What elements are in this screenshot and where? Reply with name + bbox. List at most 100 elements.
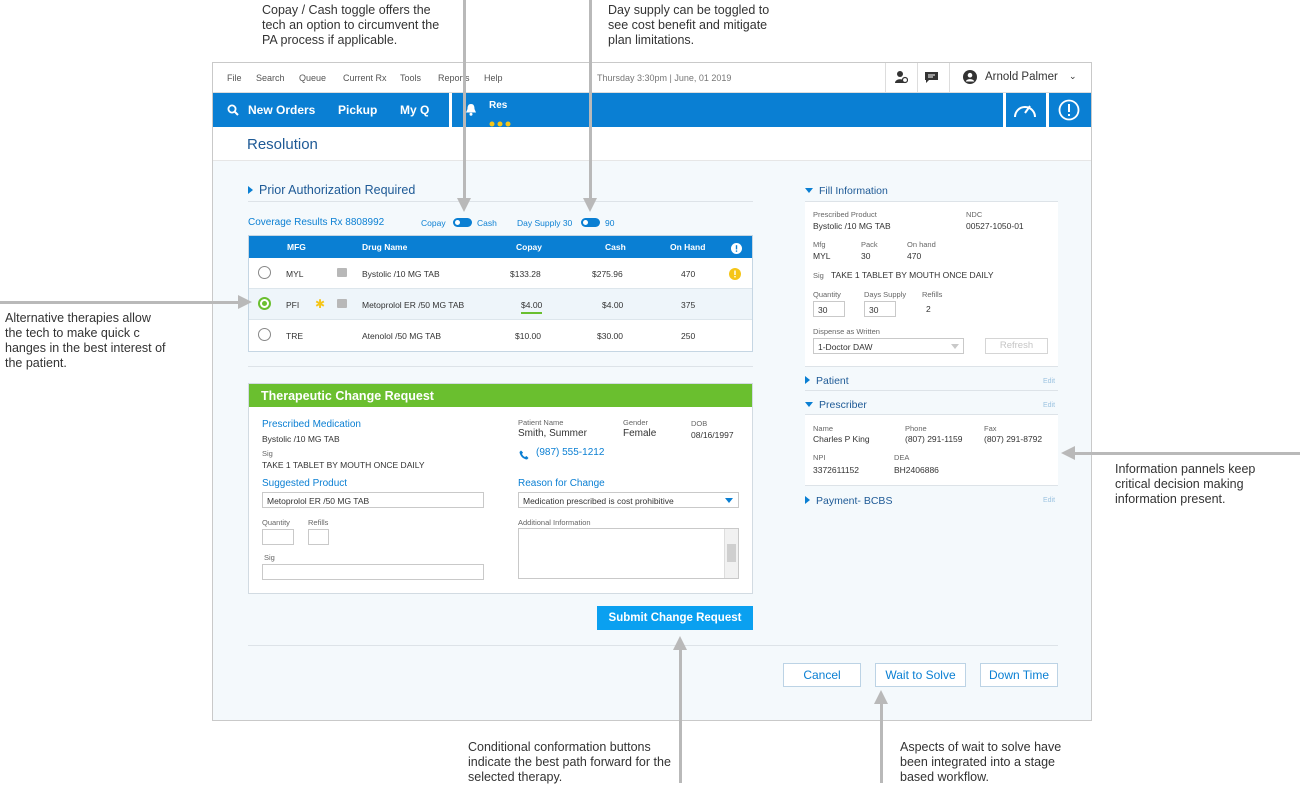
submit-change-request-button[interactable]: Submit Change Request <box>597 606 753 630</box>
app-window: File Search Queue Current Rx Tools Repor… <box>212 62 1092 721</box>
col-on-hand: On Hand <box>670 242 706 252</box>
wait-to-solve-button[interactable]: Wait to Solve <box>875 663 966 687</box>
col-copay: Copay <box>516 242 542 252</box>
textarea-scrollbar[interactable] <box>724 529 738 578</box>
scrollbar-thumb[interactable] <box>727 544 736 562</box>
down-time-button[interactable]: Down Time <box>980 663 1058 687</box>
bell-icon[interactable] <box>465 103 477 121</box>
refills-input[interactable] <box>308 529 329 545</box>
phone-icon[interactable] <box>519 447 529 465</box>
refills-label: Refills <box>308 518 329 527</box>
prior-auth-header[interactable]: Prior Authorization Required <box>248 183 415 197</box>
copay-cash-toggle[interactable] <box>453 218 472 227</box>
coverage-results: Coverage Results Rx 8808992 <box>248 217 385 228</box>
dea-value: BH2406886 <box>894 465 939 475</box>
patient-phone[interactable]: (987) 555-1212 <box>536 447 605 458</box>
image-icon[interactable] <box>337 299 347 308</box>
quantity-input[interactable]: 30 <box>813 301 845 317</box>
nav-res[interactable]: Res <box>489 100 508 111</box>
coverage-table: MFG Drug Name Copay Cash On Hand MYL Bys… <box>248 235 753 352</box>
preferred-star-icon: ✱ <box>315 297 326 311</box>
row-on-hand: 250 <box>681 331 696 341</box>
select-radio-selected[interactable] <box>258 297 271 310</box>
row-copay: $10.00 <box>515 331 541 341</box>
search-icon[interactable] <box>227 103 239 121</box>
user-avatar-icon[interactable] <box>963 70 977 89</box>
menu-current-rx[interactable]: Current Rx <box>343 73 387 83</box>
table-row[interactable]: TRE Atenolol /50 MG TAB $10.00 $30.00 25… <box>249 320 752 351</box>
dropdown-arrow-icon[interactable] <box>725 498 733 503</box>
sig-value: TAKE 1 TABLET BY MOUTH ONCE DAILY <box>831 270 994 280</box>
row-drug-name: Metoprolol ER /50 MG TAB <box>362 300 465 310</box>
chevron-down-icon[interactable]: ⌄ <box>1069 71 1077 81</box>
tcr-header: Therapeutic Change Request <box>249 384 752 407</box>
day-supply-toggle[interactable] <box>581 218 600 227</box>
annotation-arrow-line <box>589 0 592 200</box>
prescriber-edit-link[interactable]: Edit <box>1043 402 1056 409</box>
arrow-up-icon <box>673 636 687 650</box>
menu-reports[interactable]: Reports <box>438 73 470 83</box>
conditional-annotation: Conditional conformation buttons indicat… <box>468 740 671 784</box>
prescriber-phone-label: Phone <box>905 424 927 433</box>
dashboard-gauge-icon[interactable] <box>1012 98 1038 127</box>
arrow-left-icon <box>1061 446 1075 460</box>
nav-new-orders[interactable]: New Orders <box>248 103 316 117</box>
gender-value: Female <box>623 428 657 439</box>
cancel-button[interactable]: Cancel <box>783 663 861 687</box>
quantity-label: Quantity <box>813 290 841 299</box>
prescriber-fax-label: Fax <box>984 424 997 433</box>
payment-edit-link[interactable]: Edit <box>1043 497 1056 504</box>
table-row[interactable]: PFI ✱ Metoprolol ER /50 MG TAB $4.00 $4.… <box>249 289 752 320</box>
sig-input[interactable] <box>262 564 484 580</box>
nav-bar: New Orders Pickup My Q Res <box>213 93 1091 127</box>
warning-icon[interactable] <box>729 267 741 285</box>
table-header: MFG Drug Name Copay Cash On Hand <box>249 236 752 258</box>
annotation-arrow-line <box>679 649 682 783</box>
user-settings-icon[interactable] <box>894 70 909 89</box>
prior-auth-title: Prior Authorization Required <box>259 183 416 197</box>
table-row[interactable]: MYL Bystolic /10 MG TAB $133.28 $275.96 … <box>249 258 752 289</box>
day-supply-alt-label: 90 <box>605 218 615 228</box>
row-cash: $275.96 <box>592 269 623 279</box>
fill-info-header[interactable]: Fill Information <box>805 185 888 197</box>
messages-icon[interactable] <box>924 71 939 89</box>
res-status-dots <box>489 114 513 132</box>
nav-pickup[interactable]: Pickup <box>338 103 378 117</box>
reason-select[interactable]: Medication prescribed is cost prohibitiv… <box>518 492 739 508</box>
daw-select[interactable]: 1-Doctor DAW <box>813 338 964 354</box>
menu-search[interactable]: Search <box>256 73 285 83</box>
menu-tools[interactable]: Tools <box>400 73 422 83</box>
days-supply-input[interactable]: 30 <box>864 301 896 317</box>
row-copay: $133.28 <box>510 269 541 279</box>
divider <box>805 366 1058 367</box>
menu-bar: File Search Queue Current Rx Tools Repor… <box>213 63 1091 93</box>
select-radio[interactable] <box>258 266 271 279</box>
user-name[interactable]: Arnold Palmer <box>985 71 1058 83</box>
sig-value: TAKE 1 TABLET BY MOUTH ONCE DAILY <box>262 460 425 470</box>
pack-value: 30 <box>861 251 871 261</box>
prescribed-medication-label: Prescribed Medication <box>262 419 361 430</box>
prescriber-panel-header[interactable]: Prescriber <box>805 399 867 411</box>
patient-panel-header[interactable]: Patient <box>805 375 849 387</box>
patient-edit-link[interactable]: Edit <box>1043 378 1056 385</box>
image-icon[interactable] <box>337 268 347 277</box>
annotation-arrow-line <box>0 301 240 304</box>
dropdown-arrow-icon[interactable] <box>951 344 959 349</box>
prescriber-phone: (807) 291-1159 <box>905 434 963 444</box>
refresh-button[interactable]: Refresh <box>985 338 1048 354</box>
divider <box>248 645 1058 646</box>
row-drug-name: Atenolol /50 MG TAB <box>362 331 442 341</box>
additional-info-textarea[interactable] <box>518 528 739 579</box>
day-supply-label: Day Supply 30 <box>517 218 573 228</box>
suggested-product-input[interactable]: Metoprolol ER /50 MG TAB <box>262 492 484 508</box>
menu-file[interactable]: File <box>227 73 242 83</box>
payment-panel-header[interactable]: Payment- BCBS <box>805 495 892 507</box>
select-radio[interactable] <box>258 328 271 341</box>
therapeutic-change-card: Therapeutic Change Request Prescribed Me… <box>248 383 753 594</box>
menu-queue[interactable]: Queue <box>299 73 327 83</box>
alert-icon[interactable] <box>1058 99 1080 126</box>
menu-help[interactable]: Help <box>484 73 503 83</box>
quantity-label: Quantity <box>262 518 290 527</box>
nav-my-q[interactable]: My Q <box>400 103 430 117</box>
quantity-input[interactable] <box>262 529 294 545</box>
